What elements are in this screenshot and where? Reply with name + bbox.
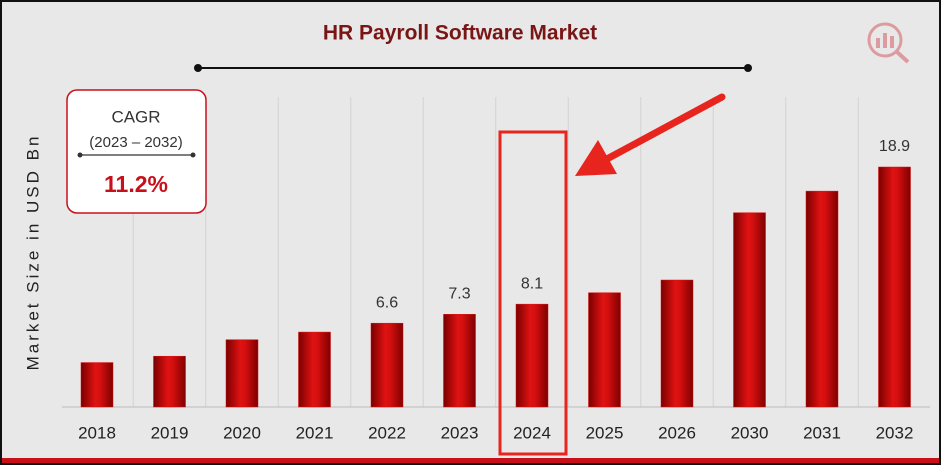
rule-dot [77,152,83,158]
bar [588,292,621,408]
x-tick-label: 2018 [78,423,116,442]
x-tick-label: 2030 [731,423,769,442]
data-label: 7.3 [448,286,470,303]
bar [370,322,404,408]
x-tick-label: 2026 [658,423,696,442]
data-label: 18.9 [879,138,910,155]
x-tick-label: 2021 [296,423,334,442]
rule-dot [194,64,202,72]
x-tick-label: 2023 [441,423,479,442]
plot-area: 2018 2019 2020 2021 2022 6.6 2023 7.3 2024 8.1 202… [62,97,930,442]
x-tick-label: 2019 [151,423,189,442]
data-label: 6.6 [376,294,398,311]
bar [878,166,911,408]
bar [153,355,186,408]
bar [298,331,331,408]
data-label: 8.1 [521,275,543,292]
arrow [575,93,726,176]
x-tick-label: 2025 [586,423,624,442]
bar [515,303,549,408]
chart-title: HR Payroll Software Market [323,22,597,45]
bar [80,362,114,408]
x-tick-label: 2022 [368,423,406,442]
cagr-frame [66,89,207,214]
bar [660,279,694,408]
bottom-stripe [2,458,939,463]
x-tick-label: 2031 [803,423,841,442]
rule-dot [744,64,752,72]
highlight-box [498,130,568,456]
rule-dot [190,152,196,158]
bar [443,314,476,408]
x-tick-label: 2024 [513,423,551,442]
bar [733,212,766,408]
bar [805,190,839,408]
cagr-period: (2023 – 2032) [89,134,182,151]
cagr-value: 11.2% [104,171,168,197]
x-tick-label: 2020 [223,423,261,442]
cagr-title: CAGR [111,107,160,126]
bar [225,339,259,408]
cagr-box: CAGR (2023 – 2032) 11.2% [66,89,207,214]
logo [867,22,910,64]
x-tick-label: 2032 [876,423,914,442]
y-axis-label: Market Size in USD Bn [23,134,42,371]
